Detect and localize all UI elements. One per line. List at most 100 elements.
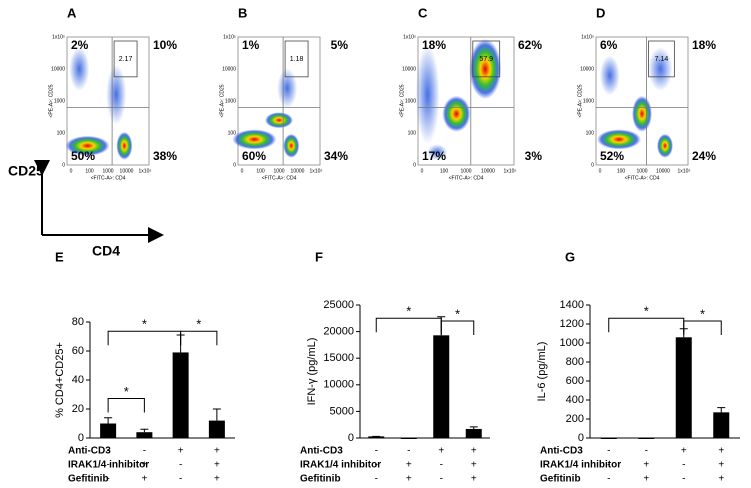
significance-label: * <box>124 384 129 399</box>
condition-sign: - <box>607 446 610 457</box>
quadrant-percent: 52% <box>600 149 624 163</box>
flow-y-tick: 1x10⁵ <box>52 34 65 40</box>
y-tick-label: 1200 <box>560 318 584 330</box>
quadrant-percent: 50% <box>71 149 95 163</box>
y-axis-label: IL-6 (pg/mL) <box>536 342 548 402</box>
flow-x-tick: 1x10⁵ <box>310 168 323 174</box>
flow-x-tick: 1x10⁵ <box>678 168 691 174</box>
density <box>597 129 641 150</box>
quadrant-percent: 10% <box>153 38 177 52</box>
flow-x-tick: 10000 <box>120 168 134 174</box>
bar <box>100 423 117 438</box>
significance-bracket <box>440 320 475 335</box>
density <box>69 47 90 91</box>
flow-x-tick: 10000 <box>481 168 495 174</box>
density <box>657 133 673 158</box>
condition-sign: - <box>682 474 685 485</box>
flow-x-tick: 1000 <box>102 168 113 174</box>
gate-value: 57.9 <box>479 56 493 63</box>
density <box>469 39 502 99</box>
quadrant-percent: 2% <box>71 38 89 52</box>
y-tick-label: 0 <box>578 432 584 444</box>
flow-x-tick: 0 <box>241 168 244 174</box>
y-tick-label: 15000 <box>323 352 354 364</box>
flow-x-tick: 1000 <box>460 168 471 174</box>
condition-name: Gefitinib <box>300 474 341 485</box>
flow-y-tick: 0 <box>591 162 594 168</box>
flow-x-label: <FITC-A>: CD4 <box>262 175 297 181</box>
condition-sign: - <box>179 460 182 471</box>
gate <box>472 40 501 78</box>
condition-sign: - <box>607 460 610 471</box>
panel-letter: G <box>565 249 575 264</box>
cd25-label: CD25 <box>8 163 44 179</box>
condition-sign: + <box>471 460 477 471</box>
flow-x-tick: 100 <box>85 168 94 174</box>
condition-name: Gefitinib <box>68 474 109 485</box>
significance-label: * <box>455 306 460 321</box>
flow-x-tick: 1x10⁵ <box>504 168 517 174</box>
condition-sign: - <box>375 474 378 485</box>
flow-x-label: <FITC-A>: CD4 <box>91 175 126 181</box>
bar <box>433 335 450 438</box>
error-bar <box>104 417 113 424</box>
flow-x-tick: 0 <box>599 168 602 174</box>
density <box>632 95 652 132</box>
quadrant-percent: 38% <box>153 149 177 163</box>
density <box>277 68 298 109</box>
quadrant-percent: 5% <box>331 38 349 52</box>
gate <box>113 40 138 78</box>
y-tick-label: 400 <box>566 394 584 406</box>
flow-y-tick: 100 <box>228 130 237 136</box>
condition-sign: + <box>178 446 184 457</box>
flow-x-label: <FITC-A>: CD4 <box>625 175 660 181</box>
flow-x-tick: 1x10⁵ <box>139 168 152 174</box>
condition-name: Anti-CD3 <box>68 446 111 457</box>
flow-y-tick: 1x10⁵ <box>223 34 236 40</box>
condition-sign: - <box>440 474 443 485</box>
quadrant-percent: 3% <box>525 149 543 163</box>
flow-x-tick: 0 <box>421 168 424 174</box>
condition-name: IRAK1/4 inhibitor <box>540 460 621 471</box>
condition-sign: + <box>643 460 649 471</box>
condition-name: Anti-CD3 <box>540 446 583 457</box>
quadrant-percent: 62% <box>518 38 542 52</box>
condition-name: IRAK1/4 inhibitor <box>300 460 381 471</box>
flow-x-tick: 100 <box>440 168 449 174</box>
condition-sign: + <box>471 446 477 457</box>
flow-y-tick: 1000 <box>225 98 236 104</box>
quadrant-percent: 6% <box>600 38 618 52</box>
condition-sign: + <box>406 460 412 471</box>
significance-bracket <box>608 317 685 333</box>
bar <box>136 432 153 438</box>
gate <box>648 40 675 78</box>
y-tick-label: 1000 <box>560 337 584 349</box>
cd4-label: CD4 <box>92 243 120 259</box>
flow-y-tick: 0 <box>413 162 416 168</box>
condition-sign: - <box>106 474 109 485</box>
condition-sign: + <box>718 460 724 471</box>
flow-x-tick: 100 <box>256 168 265 174</box>
panel-letter: D <box>596 5 605 20</box>
quadrant-percent: 34% <box>324 149 348 163</box>
condition-sign: - <box>682 460 685 471</box>
flow-y-tick: 1000 <box>54 98 65 104</box>
flow-y-tick: 1x10⁵ <box>403 34 416 40</box>
gate-value: 2.17 <box>119 56 133 63</box>
density <box>265 112 293 129</box>
flow-y-tick: 0 <box>62 162 65 168</box>
condition-sign: + <box>471 474 477 485</box>
flow-y-tick: 100 <box>57 130 66 136</box>
condition-sign: - <box>440 460 443 471</box>
quadrant-percent: 1% <box>242 38 260 52</box>
condition-sign: - <box>143 446 146 457</box>
significance-label: * <box>644 304 649 319</box>
y-axis-label: IFN-γ (pg/mL) <box>306 338 318 406</box>
quadrant-percent: 17% <box>422 149 446 163</box>
significance-label: * <box>142 317 147 332</box>
condition-sign: - <box>375 460 378 471</box>
y-tick-label: 0 <box>78 432 84 444</box>
significance-bracket <box>107 398 145 413</box>
condition-sign: - <box>106 446 109 457</box>
y-tick-label: 20000 <box>323 326 354 338</box>
